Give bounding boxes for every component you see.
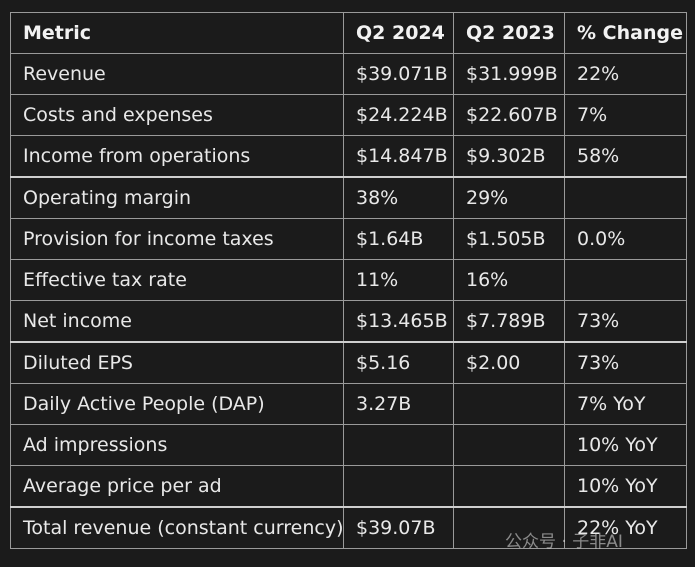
table-cell: $31.999B: [453, 53, 565, 95]
table-row: Diluted EPS $5.16 $2.00 73%: [10, 341, 687, 384]
table-cell: $14.847B: [343, 135, 454, 178]
table-cell: Daily Active People (DAP): [10, 383, 344, 425]
table-cell: $13.465B: [343, 300, 454, 343]
table-cell: 22%: [564, 53, 687, 95]
header-cell: Q2 2024: [343, 12, 454, 54]
table-cell: [453, 383, 565, 425]
table-cell: 10% YoY: [564, 465, 687, 508]
header-cell: Metric: [10, 12, 344, 54]
header-row: Metric Q2 2024 Q2 2023% Change: [10, 12, 687, 54]
table-cell: 0.0%: [564, 218, 687, 260]
table-row: Average price per ad 10% YoY: [10, 465, 687, 508]
table-cell: $39.071B: [343, 53, 454, 95]
table-cell: Effective tax rate: [10, 259, 344, 301]
table-cell: [564, 176, 687, 219]
table-cell: Operating margin: [10, 176, 344, 219]
table-row: Net income $13.465B $7.789B 73%: [10, 300, 687, 343]
table-cell: $9.302B: [453, 135, 565, 178]
table-row: Costs and expenses $24.224B $22.607B 7%: [10, 94, 687, 136]
header-cell: Q2 2023: [453, 12, 565, 54]
table-row: Provision for income taxes $1.64B $1.505B 0…: [10, 218, 687, 260]
table-cell: [343, 424, 454, 466]
table-cell: Average price per ad: [10, 465, 344, 508]
table-row: Daily Active People (DAP) 3.27B 7% YoY: [10, 383, 687, 425]
table-cell: 7%: [564, 94, 687, 136]
table-cell: Total revenue (constant currency): [10, 506, 344, 549]
table-cell: $7.789B: [453, 300, 565, 343]
table-cell: [564, 259, 687, 301]
table-cell: 7% YoY: [564, 383, 687, 425]
table-row: Ad impressions 10% YoY: [10, 424, 687, 466]
table-cell: 58%: [564, 135, 687, 178]
table-cell: 29%: [453, 176, 565, 219]
table-cell: $5.16: [343, 341, 454, 384]
table-cell: 38%: [343, 176, 454, 219]
table-row: Income from operations $14.847B $9.302B 58%: [10, 135, 687, 178]
table-cell: Provision for income taxes: [10, 218, 344, 260]
table-cell: 10% YoY: [564, 424, 687, 466]
table-row: Revenue $39.071B $31.999B 22%: [10, 53, 687, 95]
table-cell: Costs and expenses: [10, 94, 344, 136]
table-cell: $1.505B: [453, 218, 565, 260]
table-cell: $39.07B: [343, 506, 454, 549]
table-cell: 16%: [453, 259, 565, 301]
table-cell: [453, 465, 565, 508]
metrics-table: Metric Q2 2024 Q2 2023% Change Revenue $39.…: [10, 12, 687, 549]
table-row: Operating margin 38% 29%: [10, 176, 687, 219]
table-cell: Net income: [10, 300, 344, 343]
table-row: Total revenue (constant currency) $39.07B…: [10, 506, 687, 549]
table-cell: Ad impressions: [10, 424, 344, 466]
table-row: Effective tax rate 11% 16%: [10, 259, 687, 301]
table-cell: $24.224B: [343, 94, 454, 136]
watermark: 公众号 · 子非AI: [505, 532, 623, 552]
table-cell: 22% YoY: [564, 506, 687, 549]
table-cell: $2.00: [453, 341, 565, 384]
table-cell: [453, 424, 565, 466]
table-cell: Income from operations: [10, 135, 344, 178]
table-cell: $22.607B: [453, 94, 565, 136]
table-cell: 11%: [343, 259, 454, 301]
table-cell: [343, 465, 454, 508]
table-cell: 73%: [564, 341, 687, 384]
table-cell: 73%: [564, 300, 687, 343]
table-cell: $1.64B: [343, 218, 454, 260]
table-cell: 3.27B: [343, 383, 454, 425]
table-cell: Diluted EPS: [10, 341, 344, 384]
header-cell: % Change: [564, 12, 687, 54]
table-cell: Revenue: [10, 53, 344, 95]
